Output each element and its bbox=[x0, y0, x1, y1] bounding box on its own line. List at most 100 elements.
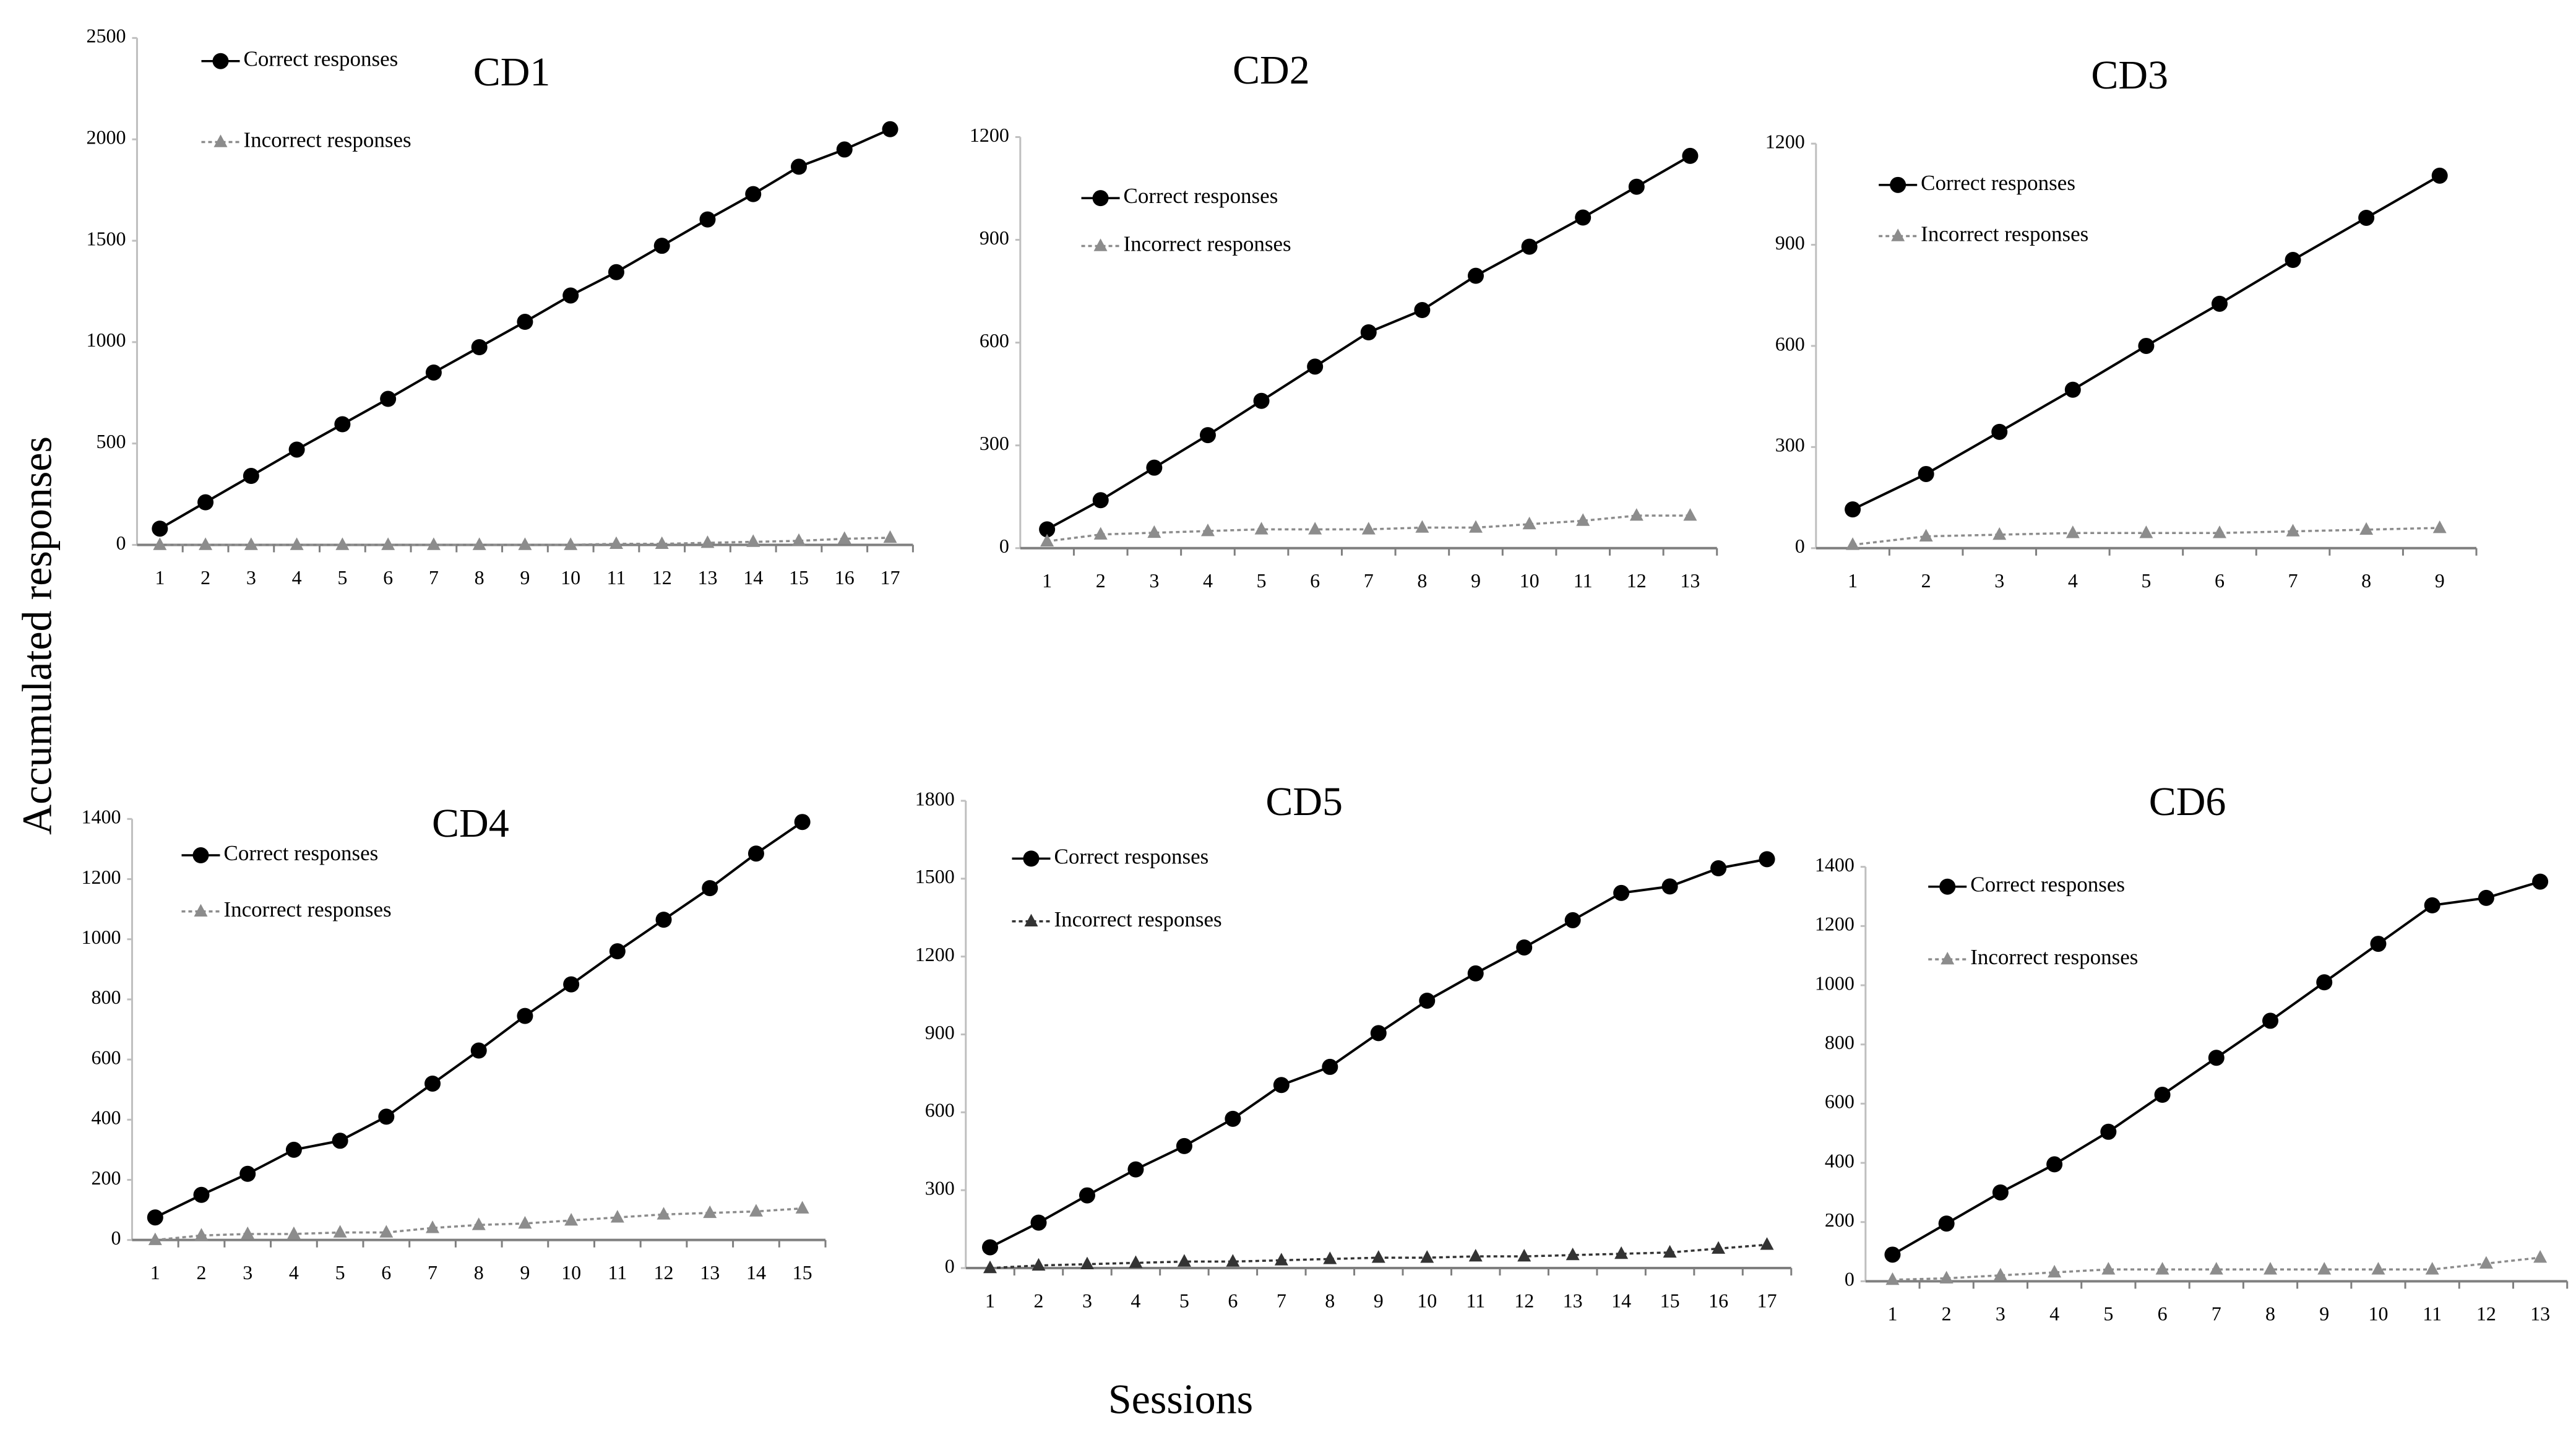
x-tick-label: 6 bbox=[2158, 1303, 2168, 1325]
data-point bbox=[1080, 1256, 1094, 1269]
data-point bbox=[1129, 1255, 1143, 1268]
y-tick-label: 1400 bbox=[1815, 853, 1854, 876]
data-point bbox=[2211, 295, 2228, 312]
data-point bbox=[2208, 1050, 2225, 1066]
y-tick-label: 1200 bbox=[915, 943, 955, 965]
data-point bbox=[795, 1201, 809, 1214]
legend-label: Incorrect responses bbox=[243, 127, 411, 152]
x-tick-label: 10 bbox=[561, 1261, 581, 1284]
y-tick-label: 0 bbox=[945, 1254, 955, 1277]
data-point bbox=[243, 468, 259, 485]
x-tick-label: 1 bbox=[1887, 1303, 1897, 1325]
x-tick-label: 9 bbox=[520, 1261, 530, 1284]
data-point bbox=[2212, 525, 2226, 538]
data-point bbox=[2316, 974, 2333, 991]
x-tick-label: 13 bbox=[1563, 1289, 1583, 1311]
data-point bbox=[1517, 1249, 1531, 1262]
data-point bbox=[285, 1141, 302, 1158]
data-point bbox=[655, 536, 669, 550]
data-point bbox=[334, 416, 351, 433]
data-point bbox=[290, 537, 304, 550]
data-point bbox=[2101, 1262, 2116, 1275]
x-tick-label: 4 bbox=[2049, 1303, 2059, 1325]
data-point bbox=[1710, 860, 1727, 877]
data-point bbox=[882, 121, 898, 137]
data-point bbox=[564, 1212, 579, 1226]
data-point bbox=[749, 1204, 763, 1217]
legend-marker bbox=[1941, 952, 1955, 965]
x-tick-label: 10 bbox=[2368, 1303, 2388, 1325]
x-tick-label: 17 bbox=[881, 566, 900, 589]
legend-marker bbox=[1023, 850, 1040, 867]
y-tick-label: 600 bbox=[1775, 332, 1805, 355]
x-tick-label: 4 bbox=[2068, 569, 2078, 592]
x-tick-label: 3 bbox=[1082, 1289, 1092, 1311]
data-point bbox=[1361, 522, 1376, 535]
x-tick-label: 15 bbox=[789, 566, 809, 589]
data-point bbox=[426, 1220, 440, 1233]
x-tick-label: 6 bbox=[1310, 569, 1320, 592]
x-tick-label: 5 bbox=[1179, 1289, 1189, 1311]
data-point bbox=[1661, 878, 1678, 895]
legend-label: Incorrect responses bbox=[1921, 222, 2088, 246]
x-tick-label: 11 bbox=[1466, 1289, 1485, 1311]
y-tick-label: 1800 bbox=[915, 787, 955, 809]
data-point bbox=[2046, 1156, 2063, 1173]
y-tick-label: 0 bbox=[999, 535, 1009, 557]
data-point bbox=[2424, 897, 2440, 913]
y-tick-label: 1500 bbox=[915, 865, 955, 887]
legend-marker bbox=[1891, 228, 1905, 241]
legend-marker bbox=[1092, 190, 1109, 207]
x-tick-label: 11 bbox=[2423, 1303, 2442, 1325]
x-tick-label: 4 bbox=[292, 566, 302, 589]
y-tick-label: 0 bbox=[111, 1227, 121, 1249]
data-point bbox=[1273, 1077, 1290, 1094]
series-line bbox=[1892, 880, 2541, 1256]
x-tick-label: 2 bbox=[1033, 1289, 1043, 1311]
data-point bbox=[1274, 1253, 1288, 1266]
data-point bbox=[2138, 337, 2155, 354]
data-point bbox=[2262, 1012, 2279, 1029]
data-point bbox=[472, 1217, 486, 1230]
data-point bbox=[1177, 1254, 1191, 1267]
y-tick-label: 2500 bbox=[86, 25, 126, 47]
data-point bbox=[1712, 1241, 1726, 1254]
data-point bbox=[609, 536, 623, 550]
x-tick-label: 8 bbox=[474, 1261, 484, 1284]
series-line bbox=[160, 537, 890, 546]
data-point bbox=[794, 814, 811, 831]
data-point bbox=[1414, 302, 1431, 319]
data-point bbox=[1030, 1214, 1047, 1231]
data-point bbox=[609, 943, 626, 960]
data-point bbox=[1079, 1187, 1095, 1204]
x-tick-label: 1 bbox=[155, 566, 165, 589]
x-tick-label: 5 bbox=[337, 566, 347, 589]
data-point bbox=[1093, 527, 1108, 540]
data-point bbox=[2431, 167, 2448, 184]
data-point bbox=[2478, 889, 2494, 906]
x-tick-label: 5 bbox=[335, 1261, 345, 1284]
data-point bbox=[1522, 516, 1536, 530]
data-point bbox=[1919, 529, 1933, 542]
x-tick-label: 9 bbox=[520, 566, 530, 589]
data-point bbox=[193, 1186, 210, 1203]
x-tick-label: 8 bbox=[2265, 1303, 2275, 1325]
data-point bbox=[152, 520, 168, 537]
data-point bbox=[1253, 392, 1270, 409]
x-tick-label: 8 bbox=[1417, 569, 1427, 592]
legend-label: Correct responses bbox=[1970, 873, 2125, 897]
legend-marker bbox=[1024, 913, 1038, 926]
legend-label: Correct responses bbox=[1124, 184, 1278, 208]
data-point bbox=[153, 537, 167, 550]
x-tick-label: 6 bbox=[2215, 569, 2225, 592]
data-point bbox=[2371, 1262, 2385, 1275]
data-point bbox=[1127, 1161, 1144, 1178]
x-tick-label: 11 bbox=[607, 566, 626, 589]
data-point bbox=[983, 1260, 997, 1274]
legend-marker bbox=[194, 904, 208, 917]
data-point bbox=[1254, 522, 1269, 535]
x-tick-label: 13 bbox=[2530, 1303, 2550, 1325]
x-tick-label: 5 bbox=[2103, 1303, 2113, 1325]
legend-marker bbox=[1939, 878, 1956, 895]
x-tick-label: 1 bbox=[1042, 569, 1052, 592]
